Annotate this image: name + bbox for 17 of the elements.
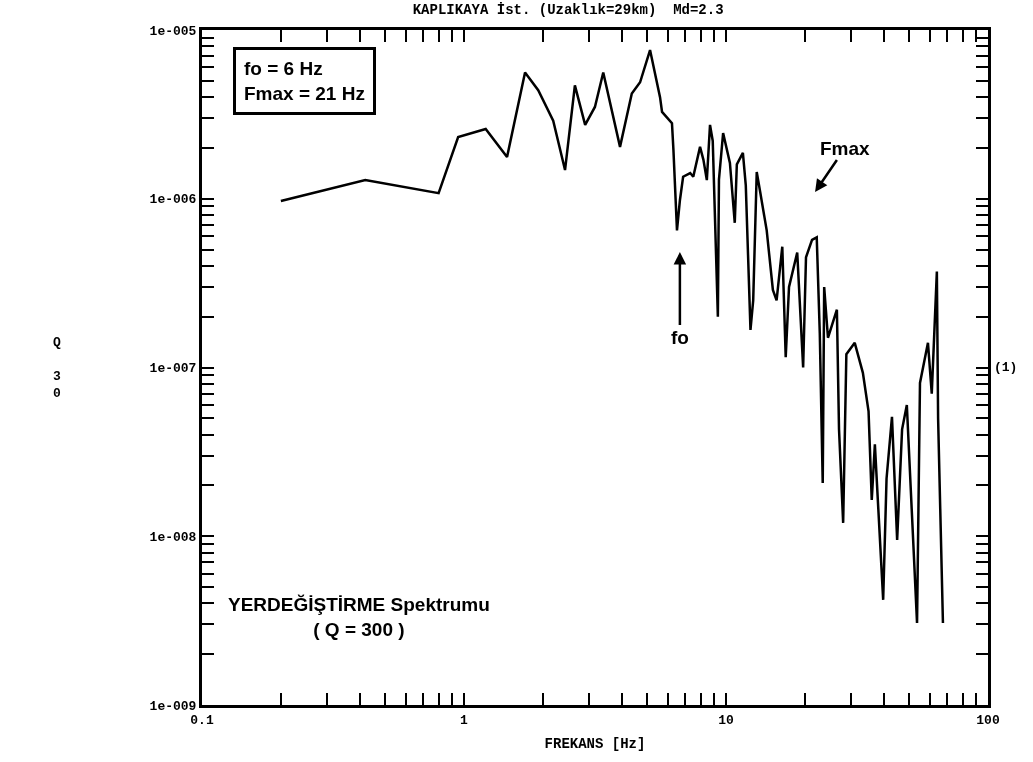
y-tick-label: 1e-009 — [149, 698, 197, 714]
y-tick-label: 1e-008 — [149, 529, 197, 545]
x-axis-title: FREKANS [Hz] — [544, 735, 646, 752]
text: Q 30 — [53, 335, 61, 401]
annotation: fo — [671, 327, 689, 348]
y2-axis-title: (1) — [994, 360, 1018, 375]
y-tick-label: 1e-007 — [149, 361, 197, 377]
annotation: YERDEĞİŞTİRME Spektrumu ( Q = 300 ) — [228, 594, 490, 640]
x-tick-label: 10 — [718, 712, 734, 728]
x-tick-label: 100 — [976, 712, 1000, 728]
y-tick-label: 1e-006 — [149, 192, 197, 208]
annotation: fo = 6 Hz Fmax = 21 Hz — [244, 58, 365, 104]
x-tick-label: 0.1 — [190, 712, 214, 728]
x-tick-label: 1 — [460, 712, 469, 728]
chart-title: KAPLIKAYA İst. (Uzaklık=29km) Md=2.3 — [412, 1, 724, 18]
y-tick-label: 1e-005 — [149, 23, 197, 39]
annotation: Fmax — [820, 138, 871, 159]
